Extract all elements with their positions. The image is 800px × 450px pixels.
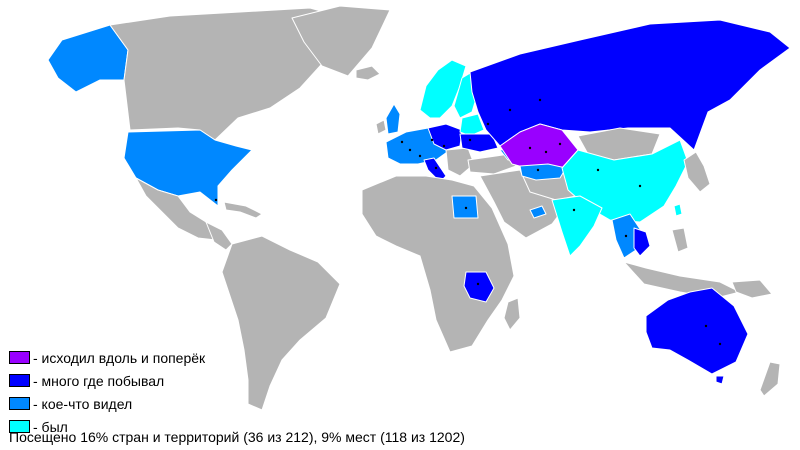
legend-swatch <box>9 374 30 387</box>
place-marker <box>464 206 468 210</box>
legend-item-crossed: - исходил вдоль и поперёк <box>9 346 205 369</box>
place-marker <box>476 282 480 286</box>
place-marker <box>468 138 472 142</box>
place-marker <box>538 98 542 102</box>
place-marker <box>418 154 422 158</box>
papua <box>731 279 773 299</box>
place-marker <box>544 150 548 154</box>
central-europe <box>427 123 463 151</box>
visit-summary: Посещено 16% стран и территорий (36 из 2… <box>9 429 465 445</box>
korea-japan <box>683 151 711 193</box>
legend-item-been: - был <box>9 415 205 438</box>
place-marker <box>624 234 628 238</box>
place-marker <box>536 168 540 172</box>
legend-swatch <box>9 420 30 433</box>
place-marker <box>486 122 490 126</box>
legend-swatch <box>9 397 30 410</box>
legend-item-some: - кое-что видел <box>9 392 205 415</box>
egypt <box>451 195 479 219</box>
legend-swatch <box>9 351 30 364</box>
legend-label: - кое-что видел <box>33 395 133 412</box>
iceland <box>355 65 381 81</box>
vietnam-cambodia <box>633 227 651 257</box>
place-marker <box>442 144 446 148</box>
place-marker <box>400 140 404 144</box>
taiwan <box>673 203 683 217</box>
place-marker <box>718 342 722 346</box>
uk <box>385 103 401 135</box>
india <box>551 195 603 257</box>
legend: - исходил вдоль и поперёк - много где по… <box>9 346 205 438</box>
caribbean <box>223 201 263 219</box>
new-zealand <box>759 361 781 397</box>
legend-label: - был <box>33 418 68 435</box>
place-marker <box>528 146 532 150</box>
tasmania <box>715 375 725 385</box>
place-marker <box>704 324 708 328</box>
russia <box>469 19 791 151</box>
africa <box>361 175 515 353</box>
tanzania <box>463 271 495 303</box>
ireland <box>375 119 387 135</box>
visited-places <box>214 98 722 346</box>
baltics-belarus <box>459 113 485 137</box>
canada <box>109 7 361 141</box>
south-america <box>221 235 341 411</box>
place-marker <box>214 198 218 202</box>
central-america <box>205 221 233 251</box>
place-marker <box>572 208 576 212</box>
place-marker <box>638 184 642 188</box>
legend-label: - исходил вдоль и поперёк <box>33 349 206 366</box>
philippines <box>671 227 689 253</box>
ukraine <box>459 133 499 153</box>
legend-item-many: - много где побывал <box>9 369 205 392</box>
legend-label: - много где побывал <box>33 372 165 389</box>
place-marker <box>434 166 438 170</box>
scandinavia <box>419 59 467 119</box>
madagascar <box>503 297 521 331</box>
place-marker <box>558 142 562 146</box>
place-marker <box>596 168 600 172</box>
place-marker <box>508 108 512 112</box>
place-marker <box>408 148 412 152</box>
turkey <box>467 153 517 175</box>
greenland <box>291 5 391 77</box>
uae <box>529 205 547 219</box>
place-marker <box>430 138 434 142</box>
uzbekistan-kyrgyzstan <box>519 163 567 181</box>
australia <box>645 287 749 375</box>
